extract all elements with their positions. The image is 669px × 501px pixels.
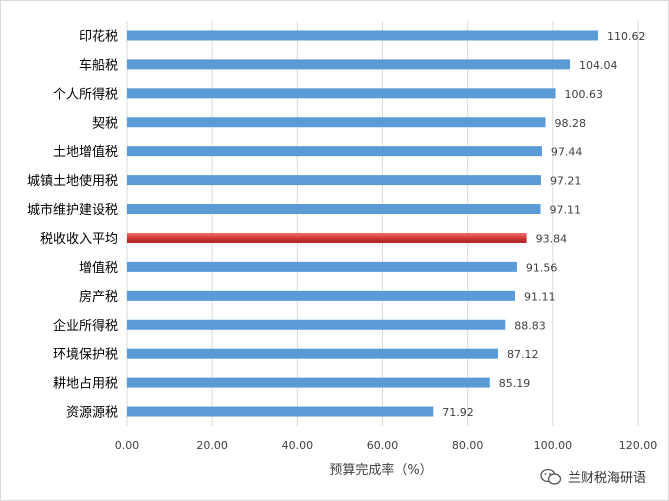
- category-label: 城市维护建设税: [27, 202, 118, 218]
- category-labels: 印花税车船税个人所得税契税土地增值税城镇土地使用税城市维护建设税税收收入平均增值…: [27, 28, 118, 420]
- value-label: 91.56: [526, 261, 558, 274]
- value-label: 98.28: [555, 117, 587, 130]
- value-label: 71.92: [442, 406, 474, 419]
- value-label: 97.44: [551, 146, 583, 159]
- x-tick-label: 80.00: [452, 439, 484, 452]
- value-label: 110.62: [607, 30, 646, 43]
- value-label: 104.04: [579, 59, 618, 72]
- value-label: 100.63: [565, 88, 604, 101]
- x-tick-label: 20.00: [196, 439, 228, 452]
- x-tick-labels: 0.00 20.00 40.00 60.00 80.00 100.00 120.00: [115, 439, 658, 452]
- bar: [127, 204, 541, 215]
- x-tick-label: 100.00: [534, 439, 573, 452]
- category-label: 企业所得税: [53, 318, 118, 334]
- value-label: 97.21: [550, 175, 582, 188]
- category-label: 印花税: [79, 28, 118, 44]
- category-label: 土地增值税: [53, 144, 118, 160]
- x-tick-label: 0.00: [115, 439, 140, 452]
- category-label: 房产税: [79, 289, 118, 305]
- watermark-text: 兰财税海研语: [567, 471, 646, 486]
- category-label: 个人所得税: [53, 86, 118, 102]
- value-label: 97.11: [550, 204, 582, 217]
- value-label: 88.83: [514, 319, 546, 332]
- category-label: 城镇土地使用税: [27, 173, 118, 189]
- bar: [127, 290, 515, 301]
- category-label: 税收收入平均: [40, 232, 118, 247]
- bar: [127, 146, 542, 157]
- bar: [127, 88, 556, 99]
- value-label: 87.12: [507, 348, 538, 361]
- bar: [127, 175, 541, 186]
- category-label: 资源源税: [66, 406, 118, 421]
- bar: [127, 117, 546, 128]
- category-label: 环境保护税: [53, 348, 118, 363]
- category-label: 耕地占用税: [53, 376, 118, 392]
- value-label: 91.11: [524, 290, 556, 303]
- category-label: 车船税: [79, 57, 118, 73]
- x-tick-label: 120.00: [619, 439, 658, 452]
- bar: [127, 406, 434, 417]
- value-labels: 110.62 104.04 100.63 98.28 97.44 97.21 97.11 93…: [442, 30, 645, 419]
- x-tick-label: 60.00: [367, 439, 399, 452]
- bars: [127, 30, 599, 417]
- x-tick-label: 40.00: [282, 439, 314, 452]
- value-label: 85.19: [499, 377, 531, 390]
- gridlines: [126, 21, 639, 426]
- value-label: 93.84: [536, 232, 568, 245]
- bar: [127, 348, 498, 359]
- bar: [127, 30, 599, 41]
- wechat-icon: [540, 468, 562, 485]
- bar: [127, 377, 490, 388]
- bar-highlight: [127, 232, 527, 243]
- bar: [127, 319, 506, 330]
- x-axis-title: 预算完成率（%）: [329, 462, 432, 478]
- category-label: 增值税: [79, 260, 118, 276]
- bar: [127, 59, 571, 70]
- bar: [127, 261, 517, 272]
- category-label: 契税: [92, 116, 118, 131]
- watermark: 兰财税海研语: [540, 467, 646, 486]
